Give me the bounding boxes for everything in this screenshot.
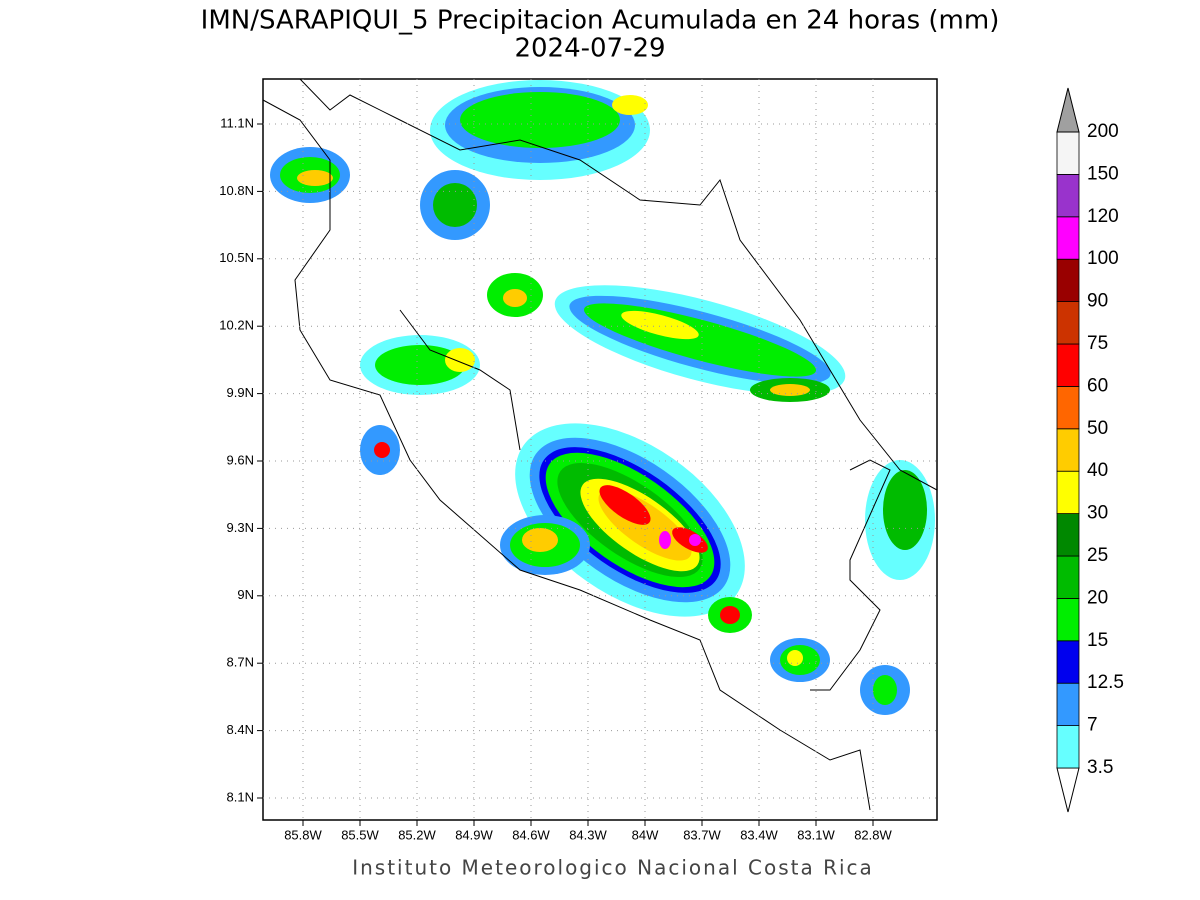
colorbar-segment [1056,682,1080,727]
lon-label: 84.3W [569,827,607,842]
colorbar-label: 200 [1087,121,1119,142]
lat-label: 10.5N [219,250,254,265]
colorbar-label: 3.5 [1087,757,1113,778]
colorbar-label: 100 [1087,248,1119,269]
lat-label: 8.1N [227,789,254,804]
colorbar-segment [1056,173,1080,218]
lon-label: 83.4W [740,827,778,842]
colorbar-segment [1056,343,1080,387]
colorbar-label: 12.5 [1087,672,1124,693]
lat-label: 8.4N [227,722,254,737]
colorbar-segment [1056,131,1080,175]
colorbar-label: 90 [1087,291,1108,312]
colorbar-segment [1056,725,1080,769]
colorbar-segment [1056,470,1080,515]
colorbar-segment [1056,258,1080,303]
colorbar-segment [1056,385,1080,430]
lon-label: 83.1W [797,827,835,842]
colorbar-label: 75 [1087,333,1108,354]
lon-label: 84.6W [512,827,550,842]
colorbar-segment [1056,216,1080,260]
colorbar-segment [1056,598,1080,642]
footer: Instituto Meteorologico Nacional Costa R… [352,856,874,880]
colorbar-segment [1056,513,1080,557]
lon-label: 85.8W [284,827,322,842]
title: IMN/SARAPIQUI_5 Precipitacion Acumulada … [201,6,1000,36]
colorbar-label: 120 [1087,206,1119,227]
lat-label: 10.8N [219,183,254,198]
colorbar-under [1056,767,1080,813]
colorbar-label: 25 [1087,545,1108,566]
precipitation-field [263,79,937,811]
lon-label: 84W [632,827,659,842]
subtitle: 2024-07-29 [514,34,665,64]
lat-label: 11.1N [220,115,254,130]
lat-label: 8.7N [227,655,254,670]
colorbar-label: 50 [1087,418,1108,439]
colorbar-label: 150 [1087,163,1119,184]
colorbar-label: 60 [1087,375,1108,396]
colorbar-label: 7 [1087,715,1098,736]
lon-label: 82.8W [854,827,892,842]
lon-label: 83.7W [683,827,721,842]
lat-label: 9N [237,587,254,602]
colorbar-label: 20 [1087,587,1108,608]
lat-label: 9.6N [227,452,254,467]
colorbar-segment [1056,428,1080,472]
lon-label: 85.5W [341,827,379,842]
colorbar-segment [1056,555,1080,599]
colorbar-label: 15 [1087,630,1108,651]
map-frame [262,78,938,821]
lon-label: 84.9W [455,827,493,842]
colorbar-label: 40 [1087,460,1108,481]
colorbar-label: 30 [1087,503,1108,524]
lat-label: 9.9N [227,385,254,400]
lat-label: 10.2N [219,318,254,333]
lon-label: 85.2W [398,827,436,842]
colorbar-segment [1056,301,1080,345]
colorbar-segment [1056,640,1080,684]
colorbar-over [1056,87,1080,133]
lat-label: 9.3N [227,520,254,535]
